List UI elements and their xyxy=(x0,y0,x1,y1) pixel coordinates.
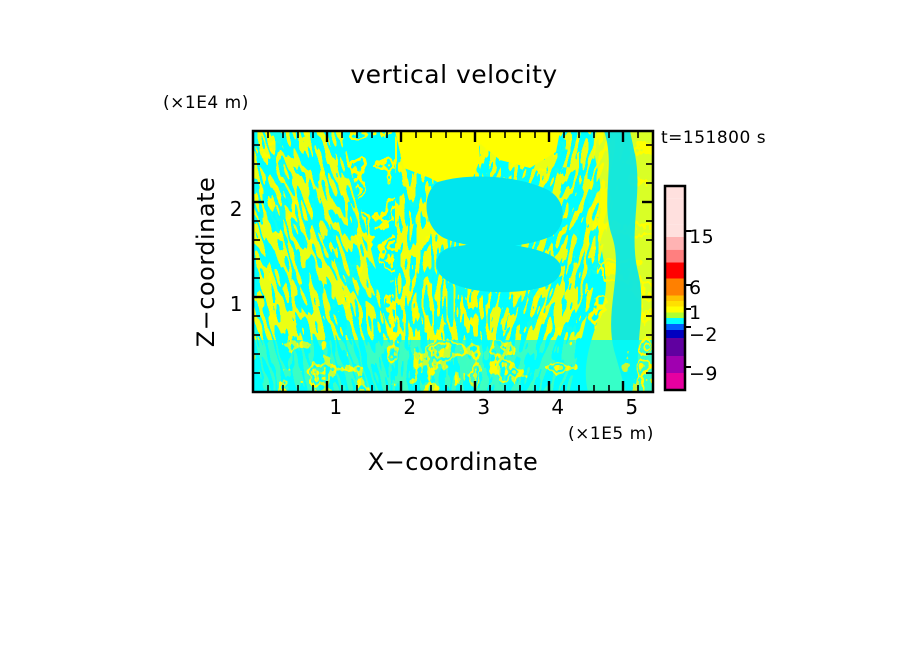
colorbar-band-9 xyxy=(665,301,685,307)
y-tick-labels: 1 2 xyxy=(230,197,243,316)
time-annotation: t=151800 s xyxy=(661,128,766,148)
plot-area xyxy=(251,129,655,394)
y-tick-label-2: 2 xyxy=(230,197,243,221)
x-tick-labels: 1 2 3 4 5 xyxy=(329,395,638,419)
colorbar: 15 6 1 −2 −9 xyxy=(663,184,718,392)
cyan-streak-far-right xyxy=(604,131,642,392)
colorbar-band-6 xyxy=(665,262,685,279)
colorbar-band-13 xyxy=(665,324,685,330)
x-tick-label-2: 2 xyxy=(403,395,416,419)
colorbar-band-3 xyxy=(665,224,685,237)
colorbar-band-1 xyxy=(665,198,685,212)
yellow-lobe-top-right xyxy=(470,131,560,168)
x-tick-label-5: 5 xyxy=(625,395,638,419)
bottom-mixing-band xyxy=(253,340,653,392)
y-axis-ticks xyxy=(253,144,264,374)
colorbar-label-minus9: −9 xyxy=(689,363,718,385)
x-axis-title: X−coordinate xyxy=(368,448,539,476)
cyan-core-blob xyxy=(426,176,563,247)
colorbar-band-17 xyxy=(665,373,685,390)
cyan-blob-secondary xyxy=(436,243,562,293)
colorbar-band-11 xyxy=(665,312,685,318)
colorbar-bands xyxy=(665,186,685,390)
colorbar-band-2 xyxy=(665,211,685,225)
colorbar-band-10 xyxy=(665,306,685,313)
colorbar-label-6: 6 xyxy=(689,277,702,299)
wave-field xyxy=(253,131,653,392)
colorbar-band-7 xyxy=(665,278,685,296)
x-tick-label-1: 1 xyxy=(329,395,342,419)
colorbar-band-16 xyxy=(665,356,685,373)
y-axis-ticks-right xyxy=(642,144,653,374)
colorbar-ticks xyxy=(685,230,691,368)
colorbar-frame xyxy=(663,184,687,392)
colorbar-band-12 xyxy=(665,318,685,324)
plot-frame xyxy=(251,129,655,394)
colorbar-label-minus2: −2 xyxy=(689,324,718,346)
colorbar-band-8 xyxy=(665,295,685,301)
colorbar-band-5 xyxy=(665,249,685,263)
colorbar-band-0 xyxy=(665,186,685,199)
colorbar-label-1: 1 xyxy=(689,302,702,324)
yellow-lobe-top-center xyxy=(395,131,480,190)
x-tick-label-4: 4 xyxy=(551,395,564,419)
y-tick-label-1: 1 xyxy=(230,292,243,316)
y-axis-unit-label: (×1E4 m) xyxy=(163,93,249,113)
colorbar-band-14 xyxy=(665,330,685,338)
x-tick-label-3: 3 xyxy=(477,395,490,419)
x-axis-unit-label: (×1E5 m) xyxy=(568,424,654,444)
colorbar-band-15 xyxy=(665,338,685,356)
colorbar-label-15: 15 xyxy=(689,226,714,248)
y-axis-title: Z−coordinate xyxy=(192,177,220,348)
plot-title: vertical velocity xyxy=(350,60,557,89)
x-axis-ticks-top xyxy=(267,131,639,142)
colorbar-band-4 xyxy=(665,237,685,250)
x-axis-ticks xyxy=(267,381,639,392)
